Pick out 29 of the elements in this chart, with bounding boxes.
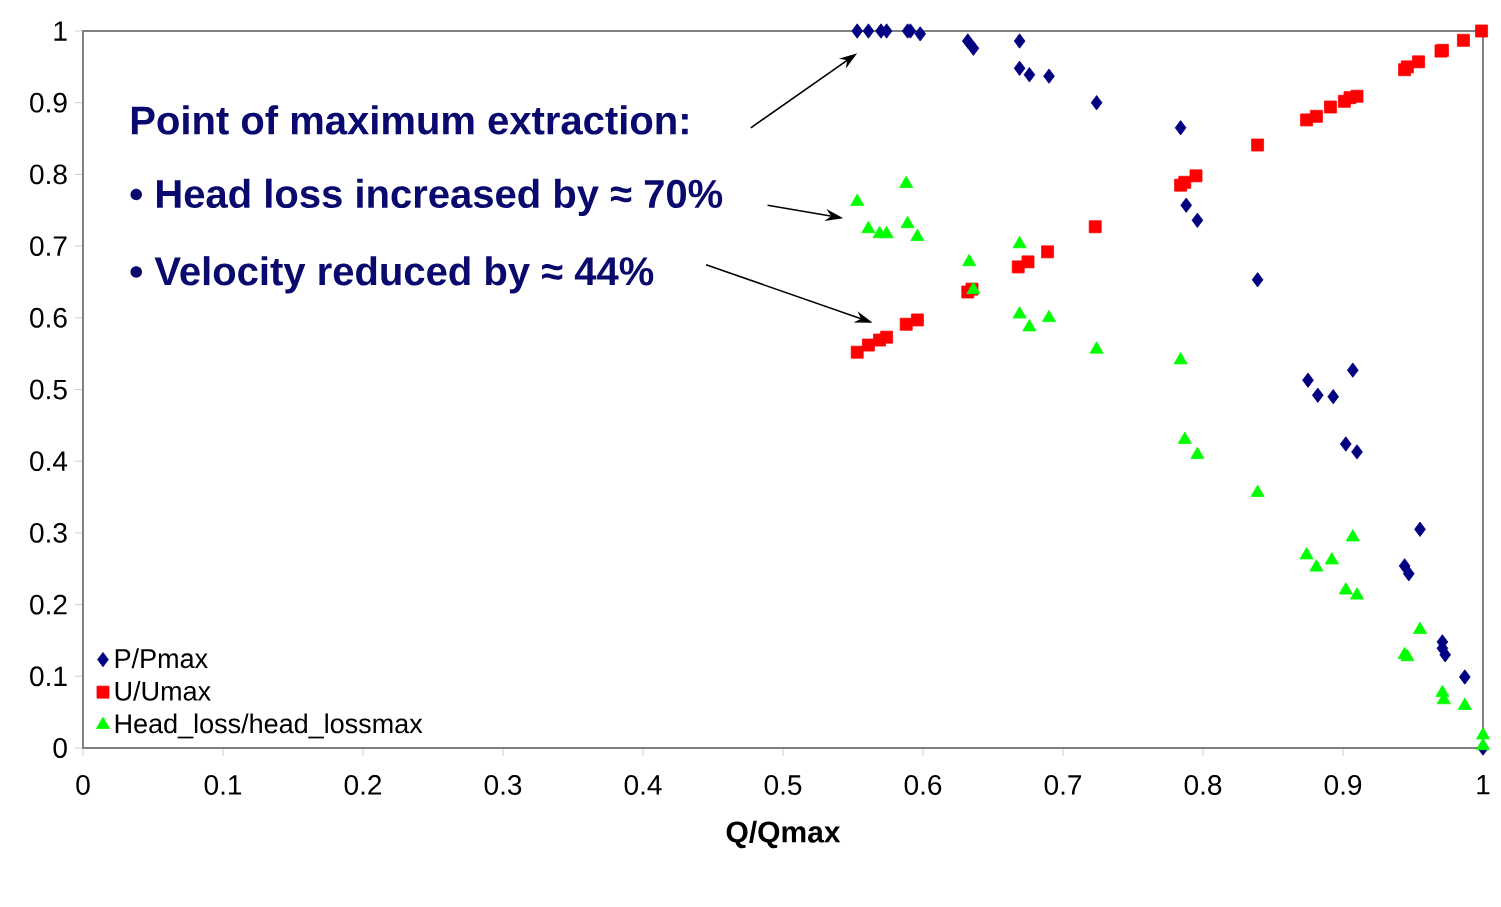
x-axis-title: Q/Qmax [726,820,841,849]
annotation: Point of maximum extraction: [131,105,688,135]
x-tick-label: 0.1 [204,775,242,795]
annotation: • Head loss increased by ≈ 70% [130,178,723,216]
x-tick-label: 0.5 [764,775,802,795]
y-tick-label: 0.5 [30,379,67,400]
x-tick-label: 0.8 [1184,775,1222,795]
legend-label: Head_loss/head_lossmax [115,713,423,739]
legend-label: U/Umax [115,680,211,701]
y-tick-label: 0.4 [30,451,68,472]
y-tick-label: 0.2 [30,594,67,615]
x-tick-label: 1 [1477,775,1490,795]
y-tick-label: 0.1 [30,666,67,687]
legend-label: P/Pmax [115,648,208,669]
y-tick-label: 0.6 [30,307,67,328]
y-tick-label: 0.7 [30,236,67,257]
y-tick-label: 1 [54,21,67,41]
x-tick-label: 0.9 [1324,775,1362,795]
x-tick-label: 0.4 [624,775,662,795]
annotation: • Velocity reduced by ≈ 44% [130,256,654,294]
x-tick-label: 0 [76,775,90,795]
x-tick-label: 0.7 [1044,775,1082,795]
y-tick-label: 0.3 [30,522,67,543]
y-tick-label: 0.9 [30,92,67,113]
x-tick-label: 0.2 [344,775,382,795]
y-tick-label: 0.8 [30,164,67,185]
x-tick-label: 0.6 [904,775,942,795]
y-tick-label: 0 [53,738,67,758]
x-tick-label: 0.3 [484,775,522,795]
